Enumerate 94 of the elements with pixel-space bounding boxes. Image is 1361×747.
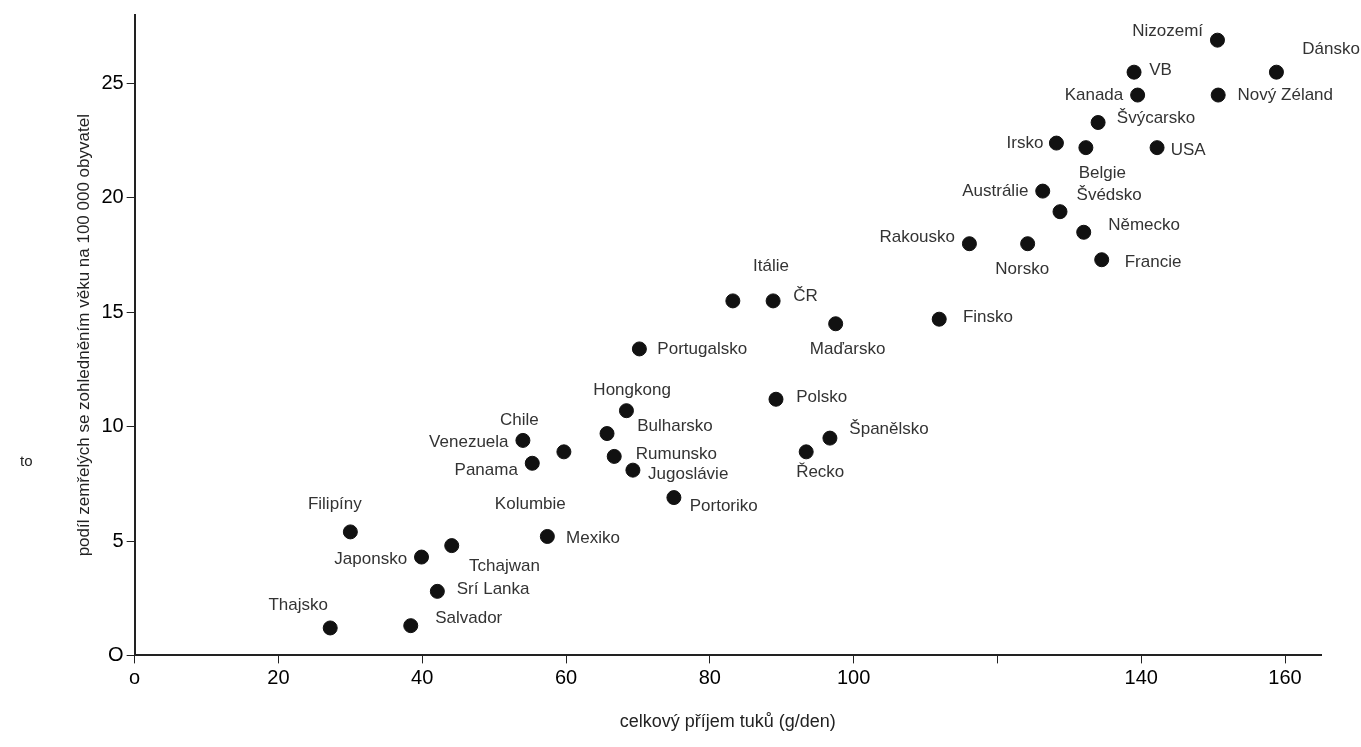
point [1048, 135, 1064, 151]
point [606, 448, 622, 464]
y-tick-label: 20 [101, 185, 124, 208]
annotation: Mexiko [566, 528, 620, 548]
y-tick-label: 15 [101, 299, 124, 322]
y-tick-label: 5 [112, 528, 124, 551]
point [725, 293, 741, 309]
annotation: Venezuela [429, 432, 510, 452]
annotation: Belgie [1078, 162, 1126, 182]
annotation: Portugalsko [657, 338, 748, 358]
annotation: Rumunsko [635, 443, 718, 463]
point [765, 293, 781, 309]
point [625, 462, 641, 478]
annotation: USA [1170, 139, 1207, 159]
point [1076, 224, 1092, 240]
point [414, 549, 430, 565]
point [524, 455, 540, 471]
point [822, 430, 838, 446]
annotation: Nizozemí [1132, 20, 1204, 40]
point [1052, 204, 1068, 220]
point [444, 538, 460, 554]
x-tick-label: 80 [698, 665, 721, 688]
point [1130, 87, 1146, 103]
y-tick-label: O [108, 642, 124, 665]
annotation: Kolumbie [494, 494, 566, 514]
annotation: Řecko [796, 462, 845, 482]
annotation: Portoriko [689, 496, 758, 516]
annotation: Nový Zéland [1237, 84, 1334, 104]
annotation: Filipíny [307, 494, 363, 514]
annotation: ČR [793, 286, 818, 306]
annotation: Hongkong [593, 379, 671, 399]
point [631, 341, 647, 357]
point [342, 524, 358, 540]
annotation: Německo [1108, 215, 1180, 235]
annotation: Rakousko [879, 226, 956, 246]
point [1094, 252, 1110, 268]
point [1268, 64, 1284, 80]
x-tick-label: 60 [554, 665, 578, 688]
annotation: VB [1149, 59, 1172, 79]
point [322, 620, 338, 636]
point [515, 432, 531, 448]
x-tick-label: 20 [267, 665, 290, 688]
point [1078, 140, 1094, 156]
point [599, 426, 615, 442]
x-tick-label: 140 [1124, 665, 1158, 688]
point [403, 618, 419, 634]
y-axis-title: podíl zemřelých se zohledněním věku na 100 000 obyvatel [73, 114, 93, 557]
x-axis-title: celkový příjem tuků (g/den) [619, 711, 836, 732]
annotation: Jugoslávie [648, 464, 729, 484]
annotation: Švédsko [1076, 185, 1142, 205]
annotation: Bulharsko [637, 416, 713, 436]
annotation: Finsko [962, 306, 1014, 326]
point [961, 236, 977, 252]
point [1126, 64, 1142, 80]
annotation: Irsko [1006, 132, 1044, 152]
y-tick-label: 25 [101, 71, 124, 94]
annotation: Francie [1124, 251, 1182, 271]
x-tick-label: o [129, 665, 141, 688]
point [1149, 140, 1165, 156]
annotation: Salvador [435, 608, 503, 628]
point [931, 311, 947, 327]
annotation: Maďarsko [809, 338, 886, 358]
point [798, 444, 814, 460]
point [618, 403, 634, 419]
annotation: Dánsko [1302, 38, 1360, 58]
point [666, 490, 682, 506]
annotation: Austrálie [962, 180, 1029, 200]
point [1209, 32, 1225, 48]
annotation: Chile [499, 409, 539, 429]
annotation: Srí Lanka [456, 578, 531, 598]
point [1090, 115, 1106, 130]
point [1020, 236, 1036, 252]
x-tick-label: 40 [411, 665, 434, 688]
point [429, 583, 445, 599]
annotation: Itálie [752, 256, 789, 276]
point [828, 316, 844, 332]
point [768, 391, 784, 407]
point [556, 444, 572, 460]
annotation: Švýcarsko [1116, 107, 1196, 127]
annotation: Tchajwan [468, 555, 540, 575]
annotation: Thajsko [268, 594, 328, 614]
point [1035, 183, 1051, 199]
text: to [20, 452, 33, 469]
point [539, 528, 555, 544]
y-tick-label: 10 [101, 414, 124, 437]
annotation: Polsko [796, 386, 848, 406]
annotation: Japonsko [334, 549, 408, 569]
annotation: Norsko [995, 258, 1050, 278]
annotation: Panama [454, 459, 519, 479]
point [1210, 87, 1226, 103]
annotation: Španělsko [849, 418, 929, 438]
annotation: Kanada [1064, 84, 1124, 104]
x-tick-label: 160 [1268, 665, 1302, 688]
x-tick-label: 100 [836, 665, 871, 688]
